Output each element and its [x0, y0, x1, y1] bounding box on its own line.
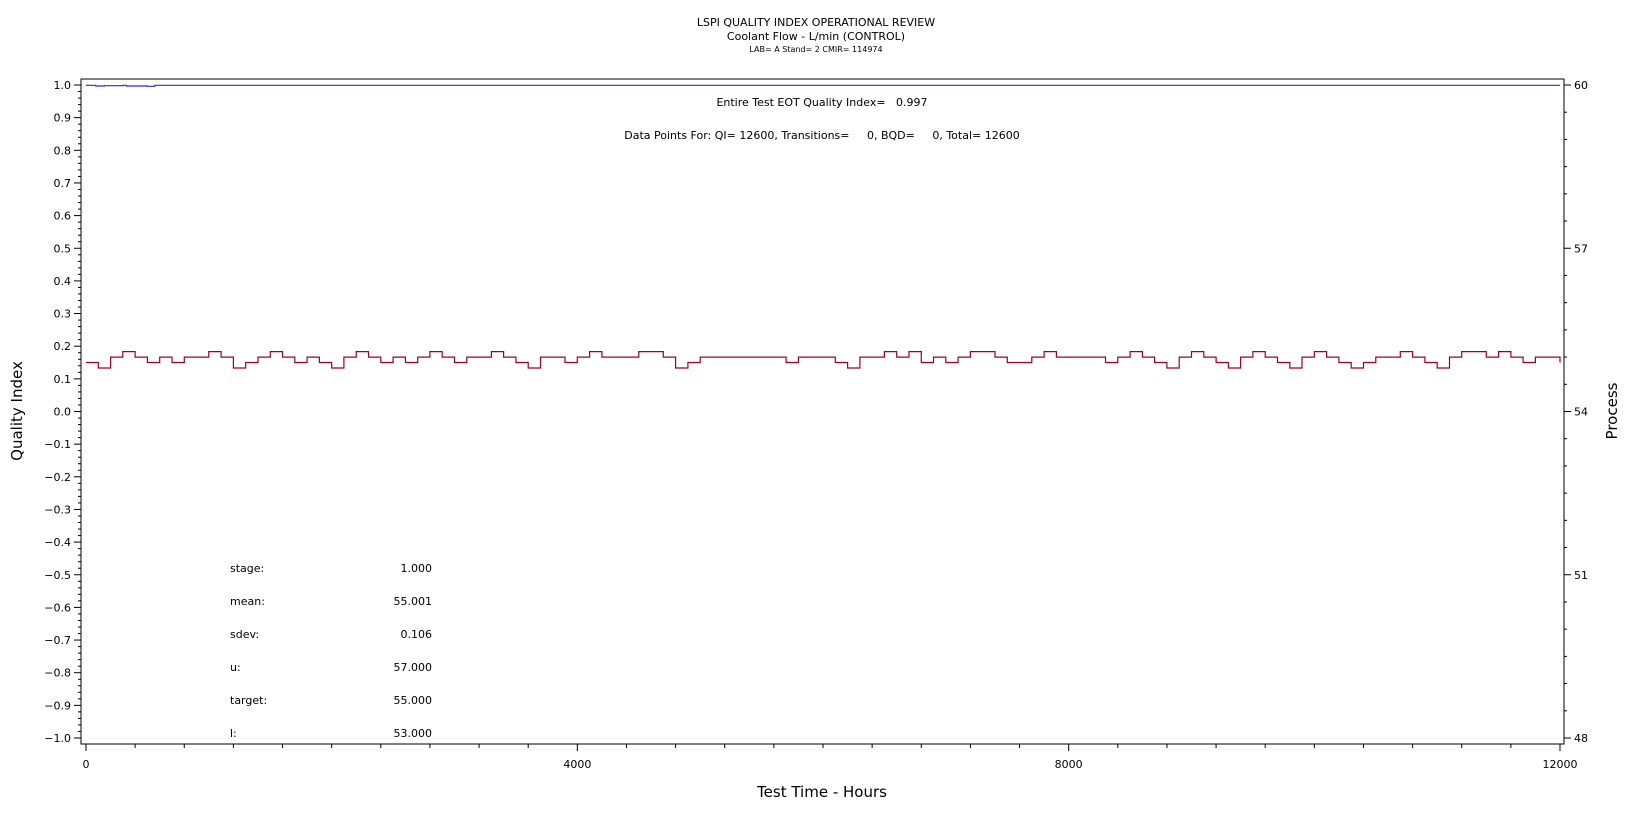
plot-frame [80, 78, 1565, 745]
stat-value: 0.106 [401, 628, 433, 641]
stat-value: 55.001 [394, 595, 433, 608]
y-tick-label: 0.8 [54, 144, 72, 157]
series-process-line [86, 351, 1561, 369]
y-tick-label: 1.0 [54, 79, 72, 92]
y-tick-label: 0.3 [54, 308, 72, 321]
x-axis-label: Test Time - Hours [756, 783, 887, 801]
stat-label: sdev: [230, 628, 259, 641]
chart-info: LAB= A Stand= 2 CMIR= 114974 [749, 45, 882, 54]
y-tick-label: −0.7 [44, 634, 71, 647]
y-tick-label: −0.2 [44, 471, 71, 484]
y-tick-label: 0.0 [54, 406, 72, 419]
x-tick-label: 8000 [1055, 758, 1083, 771]
stat-label: stage: [230, 562, 264, 575]
stats-block: stage: 1.000 mean: 55.001 sdev: 0.106 u: 57.000… [230, 562, 432, 740]
data-points-note: Data Points For: QI= 12600, Transitions=… [624, 129, 1019, 142]
eot-quality-index-note: Entire Test EOT Quality Index= 0.997 [716, 96, 927, 109]
y-axis-left: 1.0 0.9 0.8 0.7 0.6 0.5 0.4 0.3 0.2 0.1 0.0 −0.1 −0.… [44, 79, 81, 745]
y-tick-label: −0.6 [44, 601, 71, 614]
x-axis: 0 4000 8000 12000 [83, 744, 1578, 771]
y-tick-label: 0.1 [54, 373, 72, 386]
y-tick-label: 0.9 [54, 112, 72, 125]
stat-value: 57.000 [394, 661, 433, 674]
stat-label: l: [230, 727, 237, 740]
series-layer [86, 84, 1561, 369]
y-tick-label: −1.0 [44, 732, 71, 745]
series-quality-index-line [86, 84, 1560, 87]
stat-label: target: [230, 694, 267, 707]
y-tick-label: −0.8 [44, 667, 71, 680]
x-tick-label: 4000 [563, 758, 591, 771]
chart-title: LSPI QUALITY INDEX OPERATIONAL REVIEW [697, 16, 935, 29]
x-tick-label: 0 [83, 758, 90, 771]
y-tick-label: −0.9 [44, 699, 71, 712]
y-tick-label: 0.7 [54, 177, 72, 190]
y-tick-label: 0.2 [54, 340, 72, 353]
y-tick-label: 0.5 [54, 242, 72, 255]
y2-tick-label: 54 [1574, 406, 1588, 419]
y2-axis-label: Process [1603, 382, 1621, 439]
y-tick-label: −0.3 [44, 503, 71, 516]
stat-value: 55.000 [394, 694, 433, 707]
stat-value: 53.000 [394, 727, 433, 740]
y-tick-label: −0.1 [44, 438, 71, 451]
y2-tick-label: 57 [1574, 242, 1588, 255]
y-axis-label: Quality Index [8, 361, 26, 461]
chart-subtitle: Coolant Flow - L/min (CONTROL) [727, 30, 905, 43]
y-tick-label: −0.5 [44, 569, 71, 582]
y2-tick-label: 51 [1574, 569, 1588, 582]
y2-tick-label: 60 [1574, 79, 1588, 92]
y-tick-label: 0.6 [54, 210, 72, 223]
y-axis-right: 60 57 54 51 48 [1564, 79, 1588, 745]
y2-tick-label: 48 [1574, 732, 1588, 745]
y-tick-label: −0.4 [44, 536, 71, 549]
y-tick-label: 0.4 [54, 275, 72, 288]
stat-label: u: [230, 661, 241, 674]
stat-label: mean: [230, 595, 265, 608]
stat-value: 1.000 [401, 562, 433, 575]
x-tick-label: 12000 [1543, 758, 1578, 771]
